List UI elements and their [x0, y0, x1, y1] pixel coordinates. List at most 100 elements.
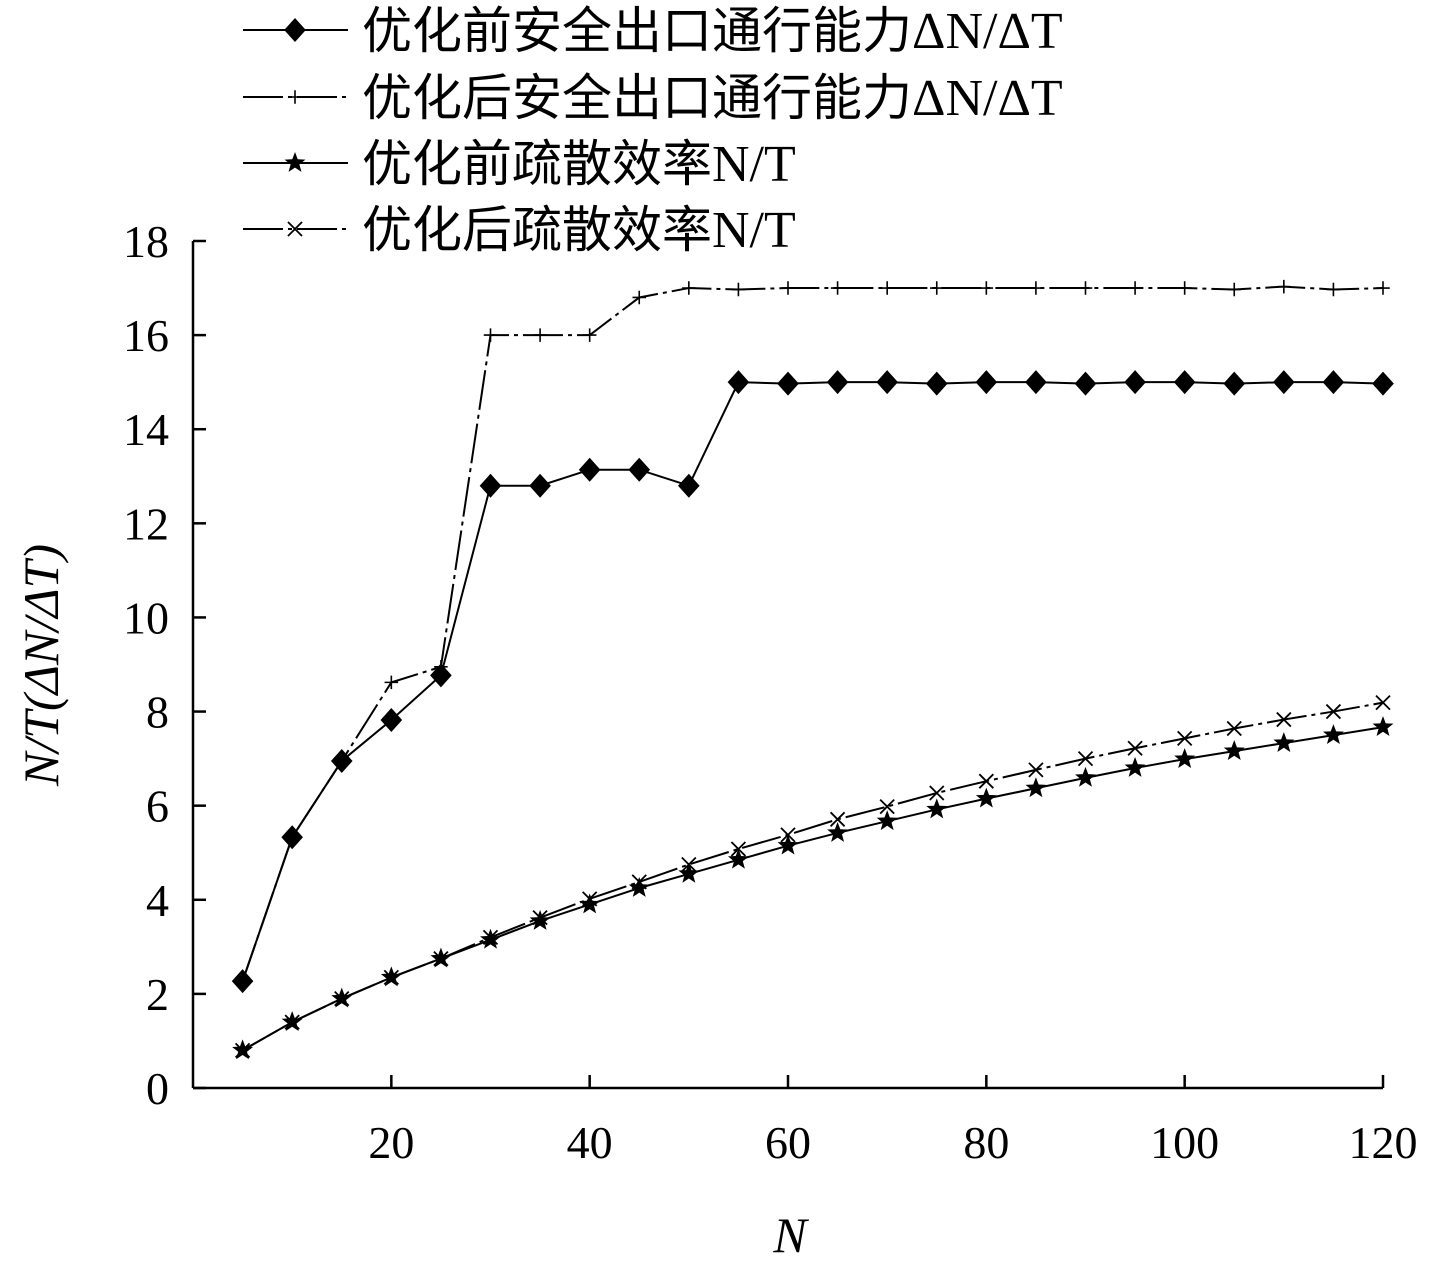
diamond-marker	[678, 473, 700, 498]
legend-label-math: ΔN/ΔT	[912, 70, 1063, 127]
x-marker	[829, 811, 846, 827]
x-marker	[1325, 703, 1342, 720]
legend-label-text: 优化前疏散效率	[362, 135, 712, 193]
plus-marker	[880, 281, 894, 295]
x-tick-label: 120	[1349, 1117, 1418, 1168]
diamond-marker	[1223, 371, 1246, 396]
plus-marker	[1326, 282, 1341, 297]
plus-marker	[1227, 282, 1241, 297]
plus-marker	[731, 282, 746, 297]
plus-marker	[384, 675, 399, 690]
plus-marker	[682, 281, 696, 295]
series-line	[241, 381, 1384, 982]
x-marker	[433, 950, 449, 967]
legend-item: 优化后疏散效率N/T	[243, 201, 796, 259]
x-marker	[929, 785, 945, 801]
plus-marker	[930, 281, 944, 295]
y-tick-label: 16	[123, 310, 169, 361]
star-marker	[1273, 732, 1295, 752]
plus-marker	[434, 660, 448, 674]
star-marker	[1322, 724, 1344, 744]
y-tick-label: 14	[123, 404, 169, 455]
diamond-marker	[1025, 370, 1047, 395]
y-tick-label: 0	[146, 1063, 169, 1114]
x-marker	[234, 1042, 251, 1058]
series-star	[232, 716, 1394, 1060]
x-marker	[1177, 730, 1193, 747]
diamond-marker	[727, 370, 750, 395]
series-plus	[235, 279, 1390, 988]
diamond-marker	[1124, 370, 1146, 395]
legend-label: 优化后安全出口通行能力ΔN/ΔT	[362, 69, 1063, 127]
x-marker	[631, 874, 647, 890]
legend: 优化前安全出口通行能力ΔN/ΔT优化后安全出口通行能力ΔN/ΔT优化前疏散效率N…	[243, 2, 1063, 259]
y-tick-label: 12	[123, 498, 169, 549]
diamond-marker	[876, 370, 898, 395]
diamond-marker	[1322, 370, 1345, 395]
legend-label-text: 优化前安全出口通行能力	[362, 2, 912, 60]
y-axis-title: N/T(ΔN/ΔT)	[13, 544, 69, 787]
legend-item: 优化前疏散效率N/T	[243, 135, 796, 193]
legend-label-text: 优化后安全出口通行能力	[362, 69, 912, 127]
x-marker	[978, 773, 994, 789]
diamond-marker	[578, 457, 601, 482]
series-line	[241, 285, 1384, 982]
star-marker	[284, 152, 306, 172]
x-marker	[730, 841, 747, 857]
legend-label-math: ΔN/ΔT	[912, 3, 1063, 60]
series-diamond	[231, 370, 1394, 994]
x-marker	[334, 990, 350, 1007]
star-marker	[1223, 740, 1245, 760]
plus-marker	[632, 290, 646, 305]
x-tick-label: 20	[368, 1117, 414, 1168]
x-tick-label: 40	[567, 1117, 613, 1168]
legend-label-math: N/T	[712, 136, 796, 193]
axes: 0 2 4 6 8 10 12 14 16 18 20 40 60 80 100 120	[123, 216, 1418, 1168]
plus-marker	[1177, 281, 1192, 295]
plus-marker	[1128, 281, 1142, 295]
legend-label: 优化后疏散效率N/T	[362, 201, 796, 259]
star-marker	[777, 834, 799, 855]
y-tick-label: 8	[146, 687, 169, 738]
plus-marker	[830, 281, 845, 295]
diamond-marker	[1074, 371, 1097, 396]
star-marker	[876, 810, 898, 831]
x-marker	[284, 1014, 300, 1030]
x-marker	[482, 929, 499, 946]
series-line	[242, 726, 1384, 1052]
series-line	[242, 701, 1384, 1052]
star-marker	[678, 862, 700, 883]
star-marker	[926, 798, 948, 819]
legend-label-math: N/T	[712, 202, 796, 259]
plus-marker	[781, 281, 795, 295]
plus-marker	[1376, 281, 1390, 295]
star-marker	[975, 787, 997, 808]
y-tick-label: 18	[123, 216, 169, 267]
x-marker	[1226, 720, 1242, 737]
legend-item: 优化前安全出口通行能力ΔN/ΔT	[243, 2, 1063, 60]
x-marker	[287, 221, 303, 237]
x-marker	[681, 856, 697, 873]
x-marker	[1028, 762, 1044, 778]
plus-marker	[285, 830, 299, 844]
diamond-marker	[479, 473, 502, 498]
diamond-marker	[284, 18, 306, 42]
x-tick-label: 60	[765, 1117, 811, 1168]
star-marker	[628, 877, 650, 897]
diamond-marker	[1273, 370, 1295, 395]
diamond-marker	[826, 370, 849, 395]
x-tick-label: 100	[1150, 1117, 1219, 1168]
y-tick-label: 6	[146, 781, 169, 832]
legend-label: 优化前安全出口通行能力ΔN/ΔT	[362, 2, 1063, 60]
plus-marker	[979, 281, 994, 295]
star-marker	[529, 909, 551, 930]
star-marker	[1025, 777, 1047, 798]
diamond-marker	[380, 708, 403, 733]
diamond-marker	[628, 457, 651, 482]
x-marker	[1375, 694, 1391, 711]
x-axis-title: N	[772, 1207, 809, 1263]
diamond-marker	[975, 370, 998, 395]
diamond-marker	[925, 371, 948, 396]
plus-marker	[582, 328, 597, 342]
